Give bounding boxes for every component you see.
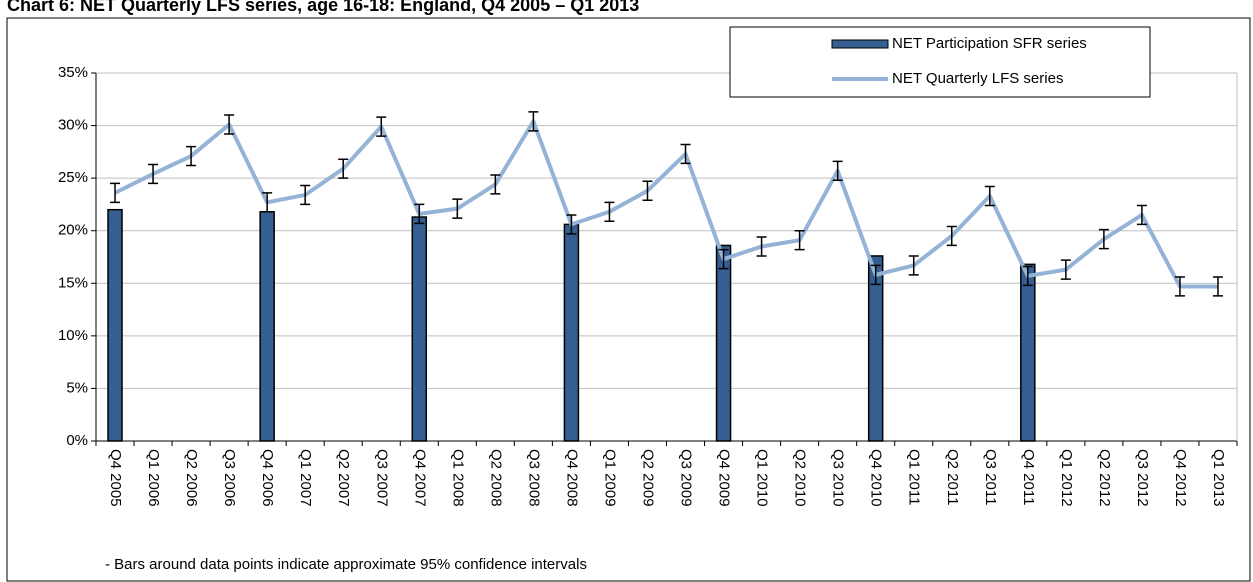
x-tick-label: Q4 2007: [411, 449, 428, 507]
bar: [107, 208, 123, 442]
bar: [867, 255, 884, 442]
x-tick-label: Q1 2011: [906, 449, 923, 505]
x-tick-label: Q1 2012: [1058, 449, 1075, 507]
x-tick-label: Q2 2008: [487, 449, 504, 507]
bar: [411, 216, 428, 442]
x-tick-label: Q3 2011: [982, 449, 999, 505]
error-bar: [908, 255, 919, 276]
error-bar: [414, 203, 425, 225]
bar: [563, 223, 580, 442]
x-tick-label: Q2 2010: [792, 449, 809, 507]
legend-swatch: [831, 39, 889, 49]
chart-border: [6, 17, 1251, 582]
x-tick-label: Q4 2011: [1020, 449, 1037, 505]
x-tick-label: Q3 2008: [525, 449, 542, 507]
error-bar: [376, 116, 387, 137]
error-bar: [1212, 276, 1223, 297]
line: [114, 119, 1218, 289]
error-bar: [1098, 228, 1109, 250]
error-bar: [148, 163, 159, 185]
x-tick-label: Q2 2012: [1096, 449, 1113, 507]
y-tick-label: 35%: [58, 64, 88, 81]
x-tick-label: Q3 2010: [830, 449, 847, 507]
x-tick-label: Q2 2009: [640, 449, 657, 507]
x-tick-label: Q3 2006: [221, 449, 238, 507]
x-tick-label: Q4 2009: [716, 449, 733, 507]
error-bar: [186, 145, 197, 167]
x-tick-label: Q4 2008: [563, 449, 580, 507]
error-bar: [338, 158, 349, 179]
error-bar: [224, 114, 235, 135]
error-bar: [262, 192, 273, 213]
error-bar: [756, 236, 767, 257]
error-bar: [528, 111, 539, 132]
x-tick-label: Q1 2009: [601, 449, 618, 507]
error-bar: [110, 182, 121, 204]
error-bar: [300, 184, 311, 206]
bar: [1020, 263, 1036, 442]
y-tick-label: 25%: [58, 169, 88, 186]
x-tick-label: Q3 2009: [678, 449, 695, 507]
x-tick-label: Q4 2012: [1172, 449, 1189, 507]
legend-label: NET Quarterly LFS series: [892, 70, 1063, 87]
error-bar: [1174, 276, 1185, 297]
x-tick-label: Q2 2006: [183, 449, 200, 507]
x-tick-label: Q4 2005: [107, 449, 124, 507]
x-tick-label: Q3 2007: [373, 449, 390, 507]
y-tick-label: 0%: [66, 432, 88, 449]
x-tick-label: Q4 2006: [259, 449, 276, 507]
error-bar: [794, 229, 805, 251]
legend-label: NET Participation SFR series: [892, 35, 1087, 52]
chart-title: Chart 6: NET Quarterly LFS series, age 1…: [7, 0, 639, 15]
x-tick-label: Q2 2007: [335, 449, 352, 507]
x-tick-label: Q3 2012: [1134, 449, 1151, 507]
error-bar: [490, 174, 501, 195]
bar: [259, 211, 275, 442]
x-tick-label: Q1 2008: [449, 449, 466, 507]
y-tick-label: 20%: [58, 222, 88, 239]
footnote: - Bars around data points indicate appro…: [105, 556, 587, 573]
y-tick-label: 30%: [58, 117, 88, 134]
error-bar: [642, 180, 653, 201]
error-bar: [452, 198, 463, 219]
x-tick-label: Q4 2010: [868, 449, 885, 507]
legend-box: [729, 26, 1151, 98]
y-tick-label: 15%: [58, 274, 88, 291]
bar: [715, 244, 732, 442]
error-bar: [946, 225, 957, 247]
y-tick-label: 10%: [58, 327, 88, 344]
error-bar: [1060, 259, 1071, 280]
error-bar: [718, 248, 729, 270]
error-bar: [870, 264, 881, 286]
y-tick-label: 5%: [66, 379, 88, 396]
error-bar: [566, 214, 577, 235]
error-bar: [832, 160, 843, 181]
error-bar: [604, 201, 615, 223]
x-tick-label: Q1 2013: [1210, 449, 1227, 507]
error-bar: [1136, 204, 1147, 226]
error-bar: [680, 143, 691, 165]
x-tick-label: Q2 2011: [944, 449, 961, 505]
x-tick-label: Q1 2010: [754, 449, 771, 507]
x-tick-label: Q1 2007: [297, 449, 314, 507]
x-tick-label: Q1 2006: [145, 449, 162, 507]
error-bar: [1022, 265, 1033, 287]
error-bar: [984, 185, 995, 207]
